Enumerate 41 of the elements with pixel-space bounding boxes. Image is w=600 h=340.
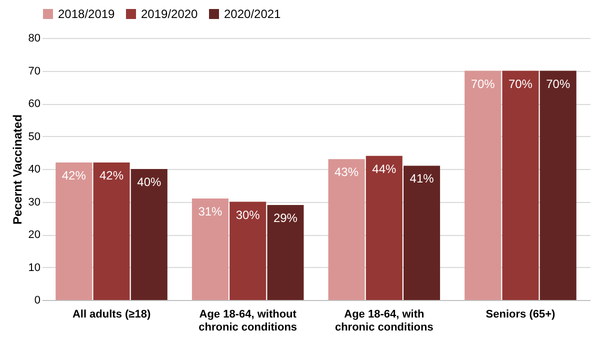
data-label: 44% [372, 162, 396, 176]
data-label: 70% [470, 76, 496, 91]
y-tick-label: 0 [34, 294, 40, 306]
data-label: 31% [198, 204, 223, 218]
bar [328, 159, 365, 300]
y-tick-label: 30 [28, 196, 40, 208]
data-label: 41% [410, 172, 434, 186]
y-axis-title: Pecernt Vaccinated [10, 114, 24, 225]
y-tick-label: 10 [28, 262, 40, 274]
data-label: 42% [100, 168, 124, 182]
data-label: 30% [236, 208, 260, 222]
data-label: 70% [546, 76, 570, 91]
bar [230, 202, 266, 300]
bar [192, 198, 228, 300]
bar [404, 166, 440, 300]
y-tick-label: 40 [28, 164, 40, 176]
x-tick-label: All adults (≥18) [72, 308, 151, 320]
bar [56, 162, 92, 300]
bar [93, 162, 130, 300]
data-label: 43% [334, 165, 359, 180]
y-tick-label: 20 [28, 229, 40, 241]
data-label: 42% [62, 168, 86, 182]
x-tick-label: Seniors (65+) [486, 308, 556, 320]
y-tick-label: 60 [28, 98, 40, 110]
y-tick-label: 70 [28, 65, 40, 78]
legend-label: 2019/2020 [141, 7, 198, 21]
bar [502, 70, 539, 300]
legend-label: 2018/2019 [58, 7, 116, 21]
data-label: 70% [508, 76, 533, 91]
bar [540, 70, 576, 300]
legend-label: 2020/2021 [224, 7, 282, 21]
data-label: 29% [273, 211, 298, 226]
x-tick-label: Age 18-64, without chronic conditions [198, 308, 298, 334]
data-label: 40% [137, 175, 162, 189]
bar [366, 156, 402, 300]
bar [130, 169, 168, 300]
bar [464, 70, 502, 300]
x-tick-label: Age 18-64, with chronic conditions [334, 308, 434, 334]
y-tick-label: 80 [28, 32, 40, 44]
y-tick-label: 50 [28, 130, 40, 143]
bar [267, 205, 304, 300]
